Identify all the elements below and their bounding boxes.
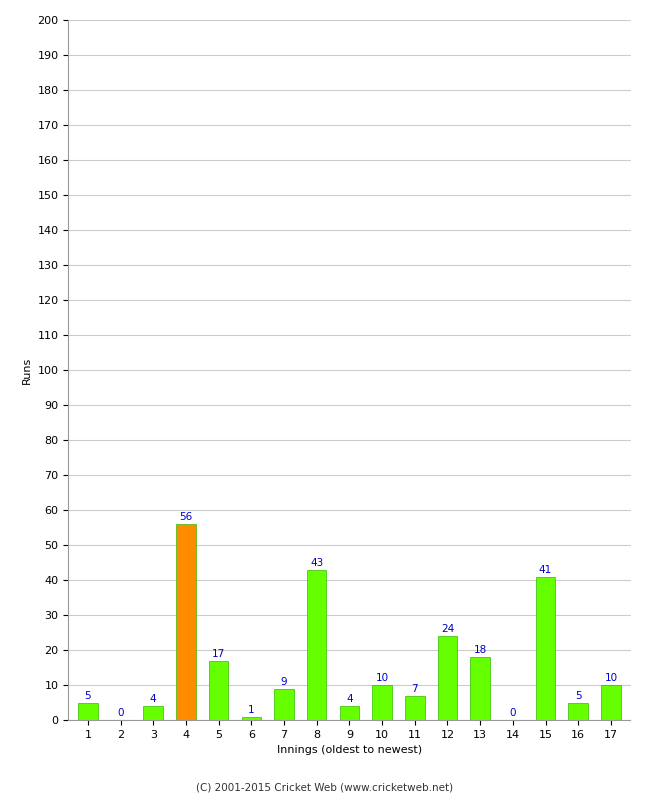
Text: 17: 17 [212,649,226,658]
Text: 0: 0 [117,708,124,718]
Text: 10: 10 [604,674,617,683]
Text: 18: 18 [473,646,487,655]
Text: 4: 4 [150,694,157,704]
Text: 9: 9 [281,677,287,686]
Text: 7: 7 [411,684,418,694]
Text: 4: 4 [346,694,353,704]
Bar [437,636,457,720]
Bar [471,657,490,720]
Bar [601,685,621,720]
Bar [209,661,228,720]
Bar [144,706,163,720]
Text: 10: 10 [376,674,389,683]
Bar [274,689,294,720]
Bar [307,570,326,720]
Bar [405,695,424,720]
Bar [176,524,196,720]
Y-axis label: Runs: Runs [22,356,32,384]
Text: (C) 2001-2015 Cricket Web (www.cricketweb.net): (C) 2001-2015 Cricket Web (www.cricketwe… [196,782,454,792]
Bar [242,717,261,720]
Text: 41: 41 [539,565,552,574]
Bar [372,685,392,720]
Bar [536,577,555,720]
Bar [568,702,588,720]
Text: 5: 5 [84,690,91,701]
X-axis label: Innings (oldest to newest): Innings (oldest to newest) [277,746,422,755]
Text: 0: 0 [510,708,516,718]
Bar [78,702,98,720]
Text: 1: 1 [248,705,255,714]
Text: 43: 43 [310,558,323,568]
Text: 56: 56 [179,512,192,522]
Text: 5: 5 [575,690,582,701]
Bar [339,706,359,720]
Text: 24: 24 [441,624,454,634]
